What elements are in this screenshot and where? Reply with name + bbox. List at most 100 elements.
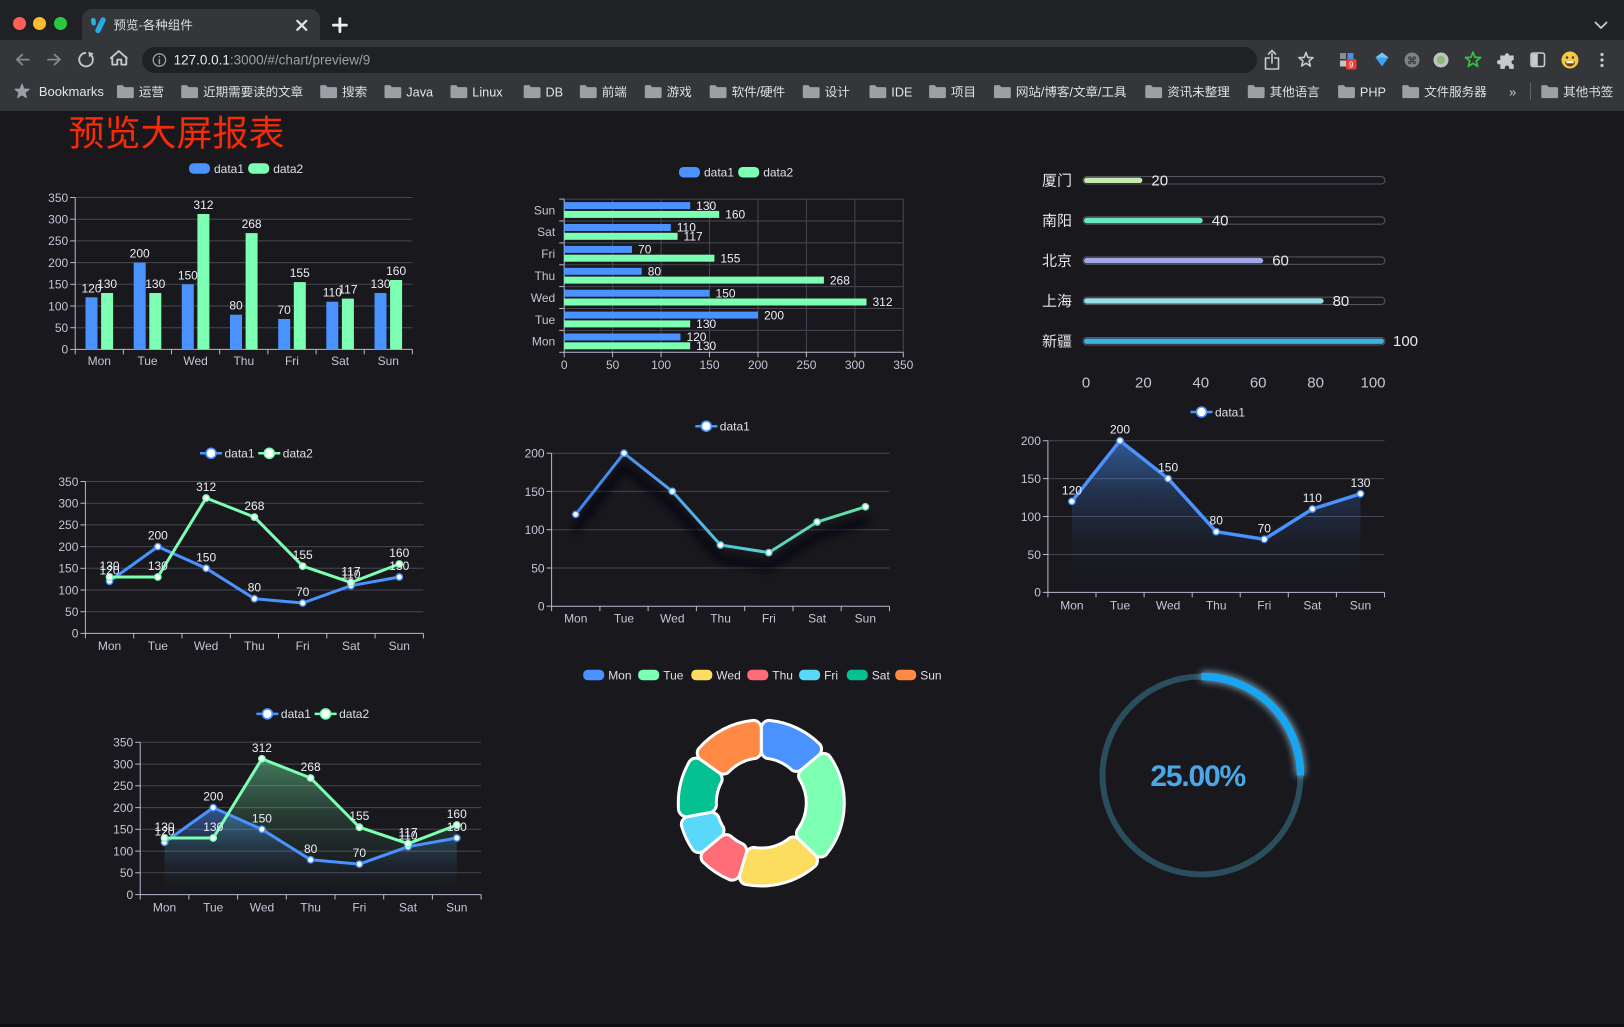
svg-text:Sun: Sun [534, 203, 555, 217]
svg-text:130: 130 [145, 277, 165, 291]
svg-text:200: 200 [764, 308, 784, 322]
svg-text:0: 0 [1082, 374, 1090, 391]
svg-text:130: 130 [97, 277, 117, 291]
svg-text:/: / [1041, 85, 1045, 99]
svg-text:data1: data1 [704, 166, 734, 180]
svg-text:127.0.0.1: 127.0.0.1 [174, 53, 230, 68]
svg-text:20: 20 [1135, 374, 1152, 391]
svg-text:Sat: Sat [331, 354, 350, 368]
svg-text:150: 150 [700, 358, 720, 372]
svg-text:Sun: Sun [920, 668, 941, 682]
svg-text:data1: data1 [720, 420, 750, 434]
svg-text:data2: data2 [339, 707, 369, 721]
svg-text:150: 150 [252, 811, 272, 825]
svg-text:data1: data1 [1215, 405, 1245, 419]
svg-text:Fri: Fri [762, 611, 776, 625]
svg-text:250: 250 [796, 358, 816, 372]
svg-text:0: 0 [72, 627, 79, 641]
svg-text:130: 130 [696, 199, 716, 213]
svg-text:100: 100 [48, 299, 68, 313]
svg-text:Tue: Tue [137, 354, 158, 368]
svg-text:Tue: Tue [663, 668, 684, 682]
svg-text:200: 200 [748, 358, 768, 372]
svg-text:Sat: Sat [808, 611, 827, 625]
svg-text:160: 160 [386, 264, 406, 278]
svg-text:312: 312 [872, 295, 892, 309]
svg-text:data1: data1 [225, 447, 255, 461]
svg-text:Mon: Mon [564, 611, 587, 625]
svg-text:Tue: Tue [148, 639, 169, 653]
svg-text:160: 160 [389, 546, 409, 560]
svg-text:Fri: Fri [285, 354, 299, 368]
svg-text:100: 100 [1360, 374, 1385, 391]
svg-text:160: 160 [725, 208, 745, 222]
svg-text:50: 50 [120, 866, 134, 880]
svg-text:Sat: Sat [872, 668, 891, 682]
svg-text:Java: Java [406, 85, 434, 99]
svg-text:130: 130 [203, 820, 223, 834]
svg-text:200: 200 [130, 247, 150, 261]
svg-text:Fri: Fri [296, 639, 310, 653]
svg-text:150: 150 [1021, 472, 1041, 486]
svg-text:80: 80 [1333, 293, 1350, 310]
svg-text:150: 150 [196, 550, 216, 564]
svg-text:100: 100 [1393, 333, 1418, 350]
svg-text:110: 110 [677, 221, 696, 235]
svg-text:130: 130 [389, 559, 409, 573]
svg-text:Thu: Thu [772, 668, 793, 682]
svg-text:130: 130 [696, 317, 716, 331]
svg-text:40: 40 [1212, 213, 1229, 230]
svg-text:»: » [1509, 85, 1516, 100]
svg-text:Sun: Sun [389, 639, 410, 653]
svg-text:268: 268 [244, 499, 264, 513]
svg-text:250: 250 [48, 234, 68, 248]
svg-text:Mon: Mon [88, 354, 111, 368]
svg-text:120: 120 [100, 563, 120, 577]
svg-text:150: 150 [716, 286, 736, 300]
svg-text:110: 110 [398, 829, 417, 843]
svg-text:80: 80 [1307, 374, 1324, 391]
svg-text:0: 0 [1034, 586, 1041, 600]
svg-text:50: 50 [65, 605, 79, 619]
svg-text:312: 312 [252, 741, 272, 755]
svg-text:9: 9 [1349, 61, 1354, 70]
svg-text:350: 350 [48, 191, 68, 205]
svg-text:60: 60 [1250, 374, 1267, 391]
svg-text:Sat: Sat [537, 225, 556, 239]
svg-text:130: 130 [148, 559, 168, 573]
svg-text:60: 60 [1272, 253, 1289, 270]
svg-text:155: 155 [293, 548, 313, 562]
svg-text:Tue: Tue [614, 611, 635, 625]
svg-text:110: 110 [341, 568, 360, 582]
svg-text:Mon: Mon [608, 668, 631, 682]
svg-text:DB: DB [546, 85, 564, 99]
svg-text:/: / [1098, 85, 1102, 99]
svg-text:150: 150 [48, 278, 68, 292]
svg-text:200: 200 [203, 790, 223, 804]
svg-text:data2: data2 [273, 162, 303, 176]
svg-text:Fri: Fri [1257, 598, 1271, 612]
svg-text:Sun: Sun [855, 611, 876, 625]
svg-text:100: 100 [525, 523, 545, 537]
svg-text:Tue: Tue [1110, 598, 1131, 612]
svg-text:70: 70 [277, 303, 291, 317]
svg-text:250: 250 [113, 779, 133, 793]
svg-text:Sun: Sun [378, 354, 399, 368]
svg-text:80: 80 [248, 581, 262, 595]
svg-text:80: 80 [229, 299, 243, 313]
svg-text:110: 110 [323, 286, 342, 300]
svg-text:Thu: Thu [300, 900, 321, 914]
svg-text:Mon: Mon [98, 639, 121, 653]
svg-text:Thu: Thu [1206, 598, 1227, 612]
svg-text:PHP: PHP [1360, 85, 1386, 99]
svg-text:350: 350 [113, 736, 133, 750]
svg-text:50: 50 [606, 358, 620, 372]
svg-text:100: 100 [1021, 510, 1041, 524]
svg-text:Thu: Thu [535, 269, 556, 283]
svg-text:Wed: Wed [250, 900, 274, 914]
svg-text:70: 70 [296, 585, 310, 599]
svg-text:0: 0 [538, 600, 545, 614]
svg-text:155: 155 [349, 809, 369, 823]
svg-text:268: 268 [830, 273, 850, 287]
svg-text:250: 250 [58, 518, 78, 532]
